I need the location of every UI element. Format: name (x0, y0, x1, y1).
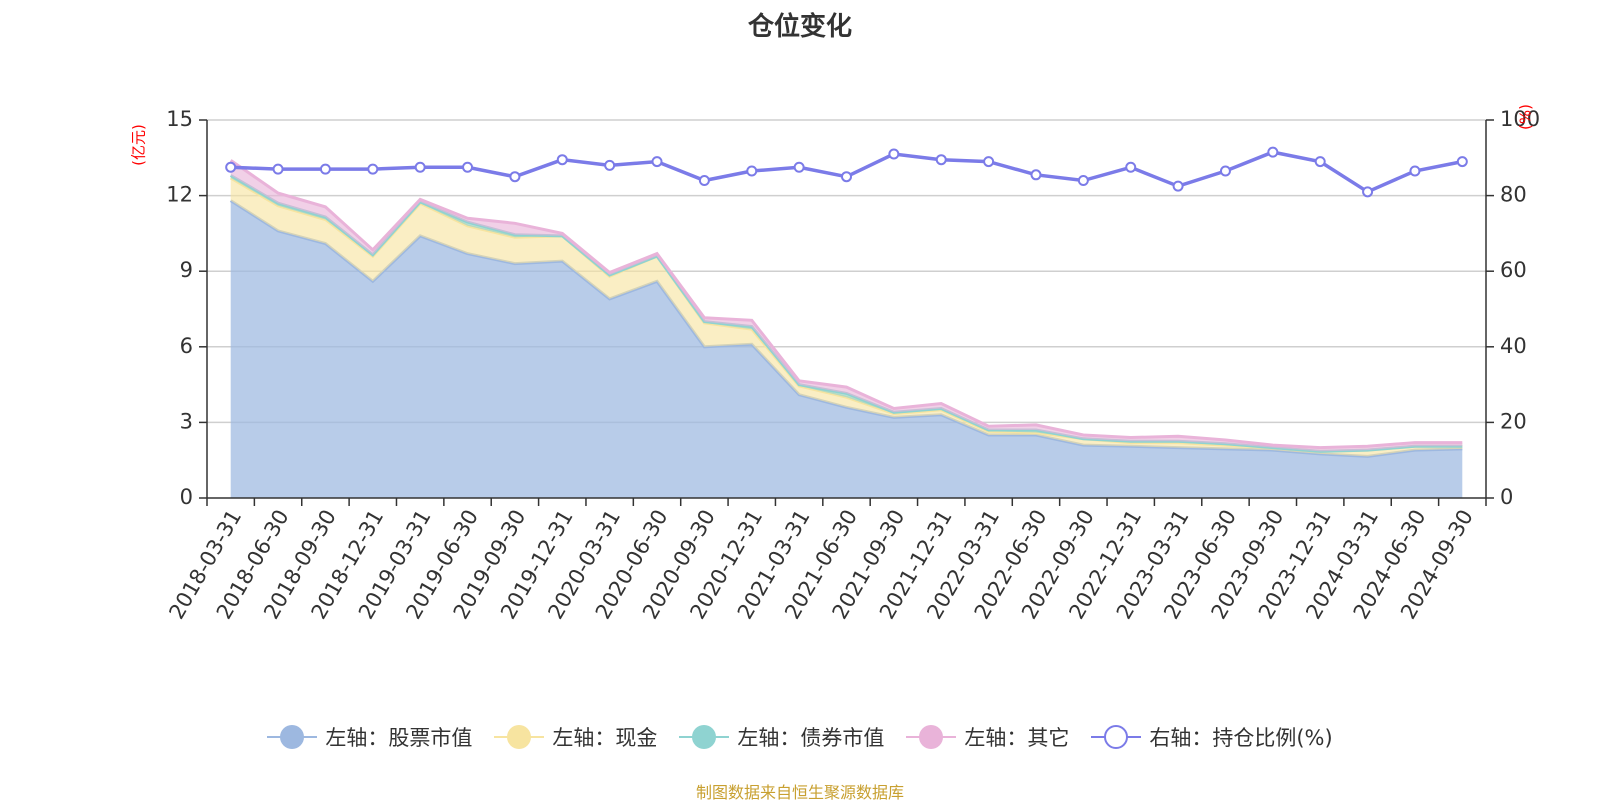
legend-item[interactable]: 左轴：债券市值 (679, 722, 884, 752)
right-tick-label: 0 (1500, 485, 1513, 509)
ratio-point (935, 154, 947, 166)
ratio-point (746, 165, 758, 177)
left-tick-label: 15 (166, 107, 193, 131)
area-4 (230, 160, 1463, 452)
legend-item[interactable]: 左轴：其它 (906, 722, 1069, 752)
legend-marker-icon (906, 722, 957, 752)
position-ratio-line (225, 146, 1468, 198)
left-tick-label: 0 (180, 485, 193, 509)
ratio-point (272, 163, 284, 175)
right-tick-label: 40 (1500, 334, 1527, 358)
ratio-point (1409, 165, 1421, 177)
area-1 (230, 200, 1463, 498)
legend-label: 左轴：股票市值 (325, 726, 473, 750)
ratio-point (225, 161, 237, 173)
legend-marker-icon (267, 722, 318, 752)
right-tick-label: 20 (1500, 409, 1527, 433)
legend-item[interactable]: 左轴：现金 (494, 722, 657, 752)
left-tick-label: 9 (180, 258, 193, 282)
ratio-point (1314, 156, 1326, 168)
ratio-point (462, 161, 474, 173)
ratio-point (1030, 169, 1042, 181)
right-axis-unit: (%) (1517, 104, 1535, 130)
right-tick-label: 100 (1500, 107, 1540, 131)
ratio-point (556, 154, 568, 166)
chart-title: 仓位变化 (747, 12, 852, 42)
right-tick-label: 80 (1500, 183, 1527, 207)
ratio-point (841, 171, 852, 183)
ratio-point (983, 156, 995, 168)
legend-marker-icon (1091, 722, 1142, 752)
legend-label: 左轴：现金 (552, 726, 658, 750)
ratio-point (1077, 174, 1089, 186)
ratio-point (604, 159, 616, 171)
left-tick-label: 6 (180, 334, 193, 358)
legend-label: 左轴：其它 (964, 726, 1070, 750)
legend-label: 右轴：持仓比例(%) (1149, 726, 1333, 750)
legend-marker-icon (494, 722, 545, 752)
left-axis-unit: (亿元) (130, 124, 148, 166)
area-3 (230, 175, 1463, 452)
ratio-point (1219, 165, 1231, 177)
ratio-point (1456, 156, 1468, 168)
legend: 左轴：股票市值 左轴：现金 左轴：债券市值 左轴：其它 右轴：持仓比例(%) (0, 722, 1600, 752)
ratio-point (1267, 146, 1279, 158)
right-tick-label: 60 (1500, 258, 1527, 282)
legend-item[interactable]: 右轴：持仓比例(%) (1091, 722, 1333, 752)
ratio-point (1362, 186, 1374, 198)
area-2 (230, 178, 1463, 457)
ratio-point (888, 148, 900, 160)
ratio-point (414, 161, 426, 173)
left-tick-label: 3 (180, 409, 193, 433)
data-source-note: 制图数据来自恒生聚源数据库 (695, 783, 904, 802)
ratio-point (1172, 180, 1184, 192)
stacked-areas (229, 159, 1463, 498)
legend-item[interactable]: 左轴：股票市值 (267, 722, 472, 752)
ratio-point (319, 163, 331, 175)
area-edge-4 (229, 159, 1463, 450)
ratio-point (1125, 161, 1137, 173)
ratio-point (698, 174, 710, 186)
ratio-point (367, 163, 379, 175)
ratio-point (651, 156, 663, 168)
ratio-point (509, 171, 521, 183)
legend-marker-icon (679, 722, 730, 752)
legend-label: 左轴：债券市值 (737, 726, 885, 750)
left-tick-label: 12 (166, 183, 193, 207)
ratio-point (793, 161, 805, 173)
